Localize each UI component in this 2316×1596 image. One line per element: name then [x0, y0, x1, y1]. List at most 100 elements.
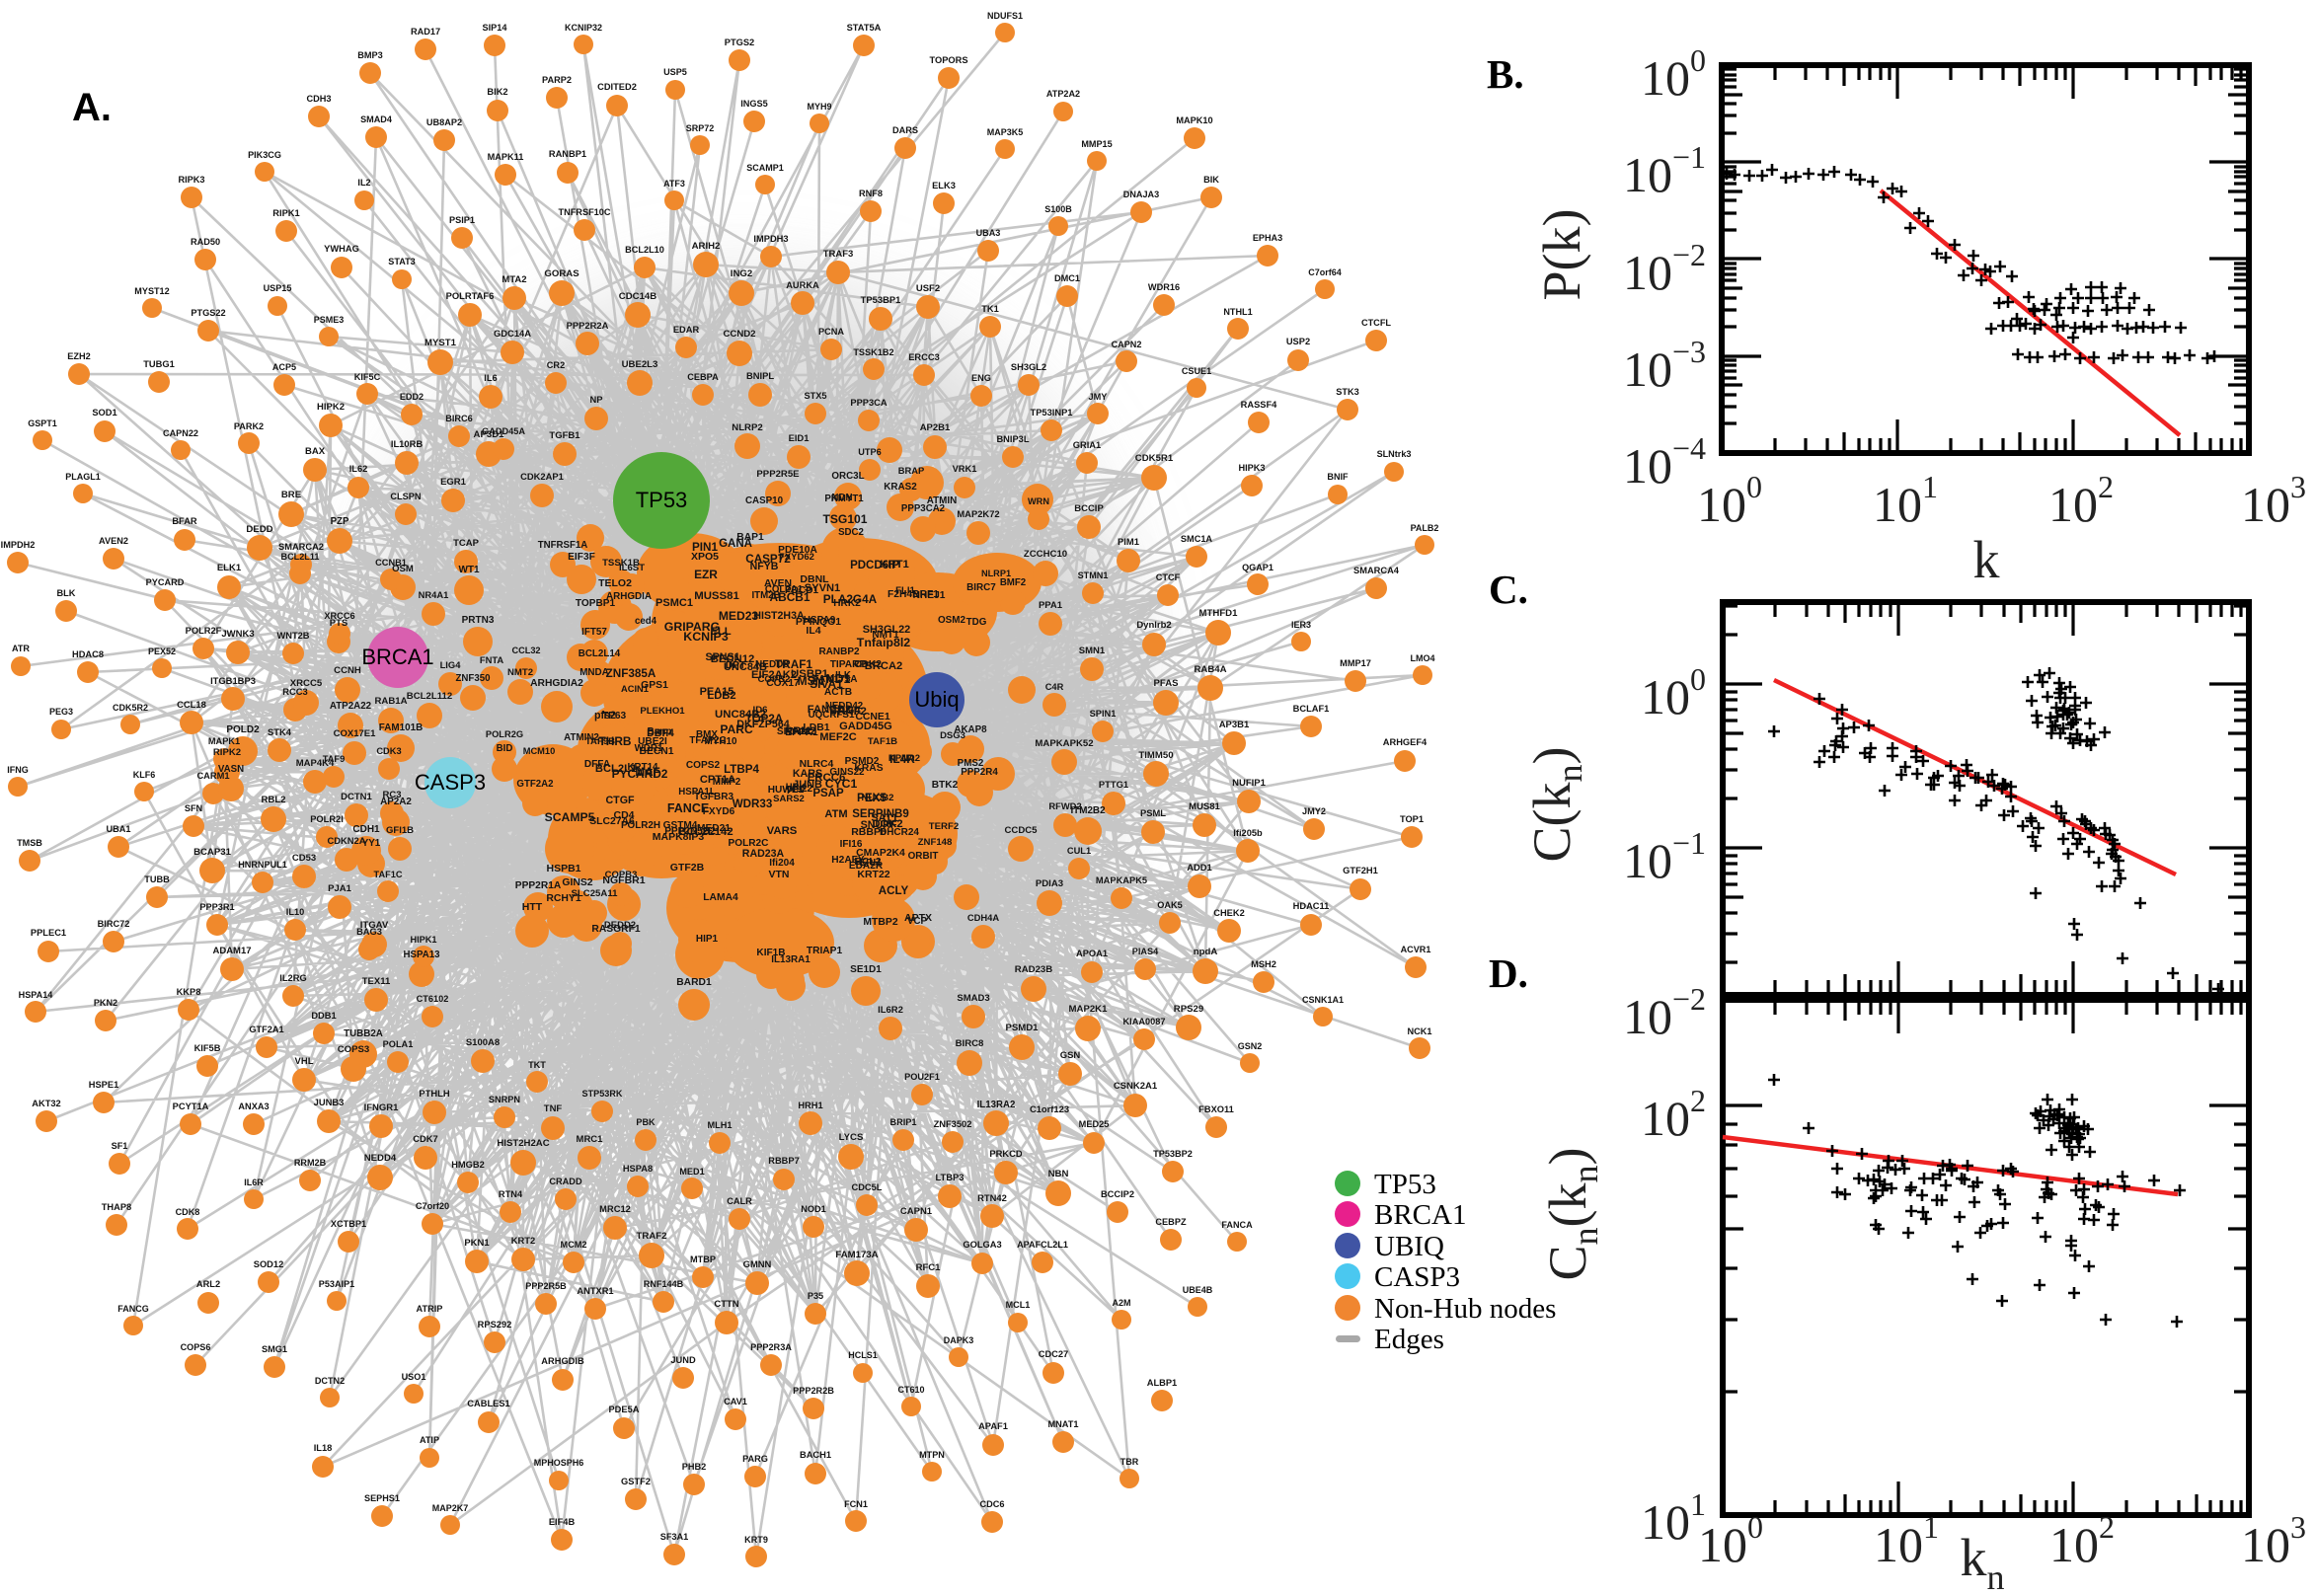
svg-text:CDC14B: CDC14B: [619, 291, 656, 302]
svg-text:XCTBP1: XCTBP1: [331, 1219, 366, 1229]
svg-text:HRH1: HRH1: [798, 1101, 822, 1110]
svg-text:AURKA: AURKA: [786, 280, 819, 290]
svg-text:OSM: OSM: [392, 564, 414, 574]
svg-text:CCNB1: CCNB1: [375, 558, 407, 568]
svg-text:ATP2A22: ATP2A22: [330, 701, 372, 712]
svg-text:IER3: IER3: [1291, 620, 1311, 630]
svg-text:TP53: TP53: [636, 488, 688, 512]
svg-text:ZNF148: ZNF148: [918, 837, 953, 848]
svg-text:MCL1: MCL1: [1006, 1300, 1031, 1310]
svg-text:HSPA1L: HSPA1L: [678, 787, 716, 798]
svg-text:BCCIP: BCCIP: [1074, 503, 1104, 514]
svg-text:MLH1: MLH1: [707, 1120, 732, 1130]
svg-text:B.: B.: [1487, 51, 1524, 97]
svg-text:DDB1: DDB1: [311, 1011, 336, 1021]
svg-text:10−4: 10−4: [1623, 430, 1706, 494]
svg-text:TOPBP1: TOPBP1: [576, 598, 616, 609]
svg-text:COX17E1: COX17E1: [334, 728, 376, 739]
svg-text:STP53RK: STP53RK: [582, 1089, 623, 1099]
svg-text:ATIP: ATIP: [420, 1435, 439, 1445]
svg-text:UBE2L3: UBE2L3: [622, 359, 658, 370]
svg-text:FLI1: FLI1: [895, 585, 915, 596]
svg-text:IFI16: IFI16: [840, 839, 863, 850]
svg-text:ARHGDIA2: ARHGDIA2: [530, 678, 583, 689]
svg-text:PEX52: PEX52: [148, 646, 176, 656]
svg-text:EZH2: EZH2: [67, 351, 91, 361]
svg-text:EPPK1: EPPK1: [785, 727, 818, 738]
svg-text:HIP1: HIP1: [696, 934, 719, 945]
svg-text:ERCC6: ERCC6: [808, 772, 846, 784]
svg-text:POLD2: POLD2: [226, 724, 260, 735]
svg-text:KCNIP3: KCNIP3: [683, 630, 729, 644]
svg-text:ATRIP: ATRIP: [417, 1304, 443, 1314]
svg-text:IL10RB: IL10RB: [391, 438, 424, 449]
svg-text:THAP8: THAP8: [102, 1202, 131, 1212]
svg-text:SH3GL2: SH3GL2: [1011, 362, 1046, 372]
svg-text:GSPT1: GSPT1: [28, 418, 57, 428]
svg-text:BAG3: BAG3: [356, 927, 382, 937]
svg-text:HMGB2: HMGB2: [451, 1160, 485, 1170]
svg-text:CYC1: CYC1: [825, 777, 858, 791]
svg-text:IFNGR1: IFNGR1: [364, 1102, 400, 1113]
svg-text:TP63: TP63: [602, 711, 627, 722]
svg-text:DCTN1: DCTN1: [341, 792, 372, 802]
svg-text:ING2: ING2: [731, 268, 752, 279]
svg-text:NEDD4: NEDD4: [364, 1153, 397, 1164]
svg-text:ZNF350: ZNF350: [456, 673, 491, 684]
svg-text:IL6ST: IL6ST: [619, 563, 645, 573]
svg-text:RANBP2: RANBP2: [818, 646, 860, 657]
svg-text:VTN: VTN: [769, 869, 790, 880]
svg-text:RRM2: RRM2: [785, 725, 816, 737]
svg-text:XPO5: XPO5: [691, 551, 719, 563]
svg-text:SOD1: SOD1: [92, 408, 116, 418]
svg-text:FAM101B: FAM101B: [379, 722, 423, 733]
svg-text:IL18: IL18: [314, 1443, 333, 1453]
svg-text:IL13RA1: IL13RA1: [771, 954, 811, 965]
svg-text:AP2B1: AP2B1: [920, 422, 951, 433]
svg-text:NHEJ1: NHEJ1: [913, 590, 946, 601]
svg-text:FXYD62: FXYD62: [779, 552, 814, 563]
svg-text:BFAR: BFAR: [172, 516, 197, 526]
svg-text:HTT: HTT: [522, 901, 543, 913]
svg-text:ARHGDIA: ARHGDIA: [606, 591, 652, 602]
svg-text:GINS22: GINS22: [829, 767, 865, 778]
svg-text:RAD23B: RAD23B: [1015, 964, 1052, 975]
svg-text:SMG1: SMG1: [262, 1344, 287, 1354]
svg-text:PCNA: PCNA: [818, 327, 844, 337]
svg-text:RFC1: RFC1: [916, 1262, 942, 1273]
svg-text:XRCC6: XRCC6: [324, 611, 354, 621]
svg-text:FANCE: FANCE: [667, 801, 709, 815]
svg-text:MAP3K5: MAP3K5: [987, 127, 1024, 137]
svg-text:PYCARD2: PYCARD2: [612, 767, 668, 781]
svg-text:HNRNPUL1: HNRNPUL1: [238, 860, 287, 870]
svg-text:AVEN2: AVEN2: [99, 536, 128, 546]
svg-text:SMARCA4: SMARCA4: [1353, 566, 1400, 575]
svg-text:ACLY: ACLY: [879, 884, 909, 897]
svg-text:CDH4A: CDH4A: [967, 912, 1000, 923]
svg-text:SDC2: SDC2: [838, 527, 864, 538]
svg-text:AP3D1: AP3D1: [474, 429, 505, 440]
svg-text:Ifi205b: Ifi205b: [1233, 828, 1263, 838]
svg-text:NP: NP: [589, 394, 602, 405]
svg-text:HIPK2: HIPK2: [317, 402, 345, 413]
svg-text:BAG4: BAG4: [829, 705, 861, 717]
svg-text:YY1: YY1: [362, 838, 381, 849]
svg-text:BIRC6: BIRC6: [445, 414, 473, 423]
svg-text:OAK5: OAK5: [1157, 900, 1183, 910]
svg-text:AKT32: AKT32: [32, 1099, 60, 1108]
svg-text:AP2A2: AP2A2: [380, 797, 412, 807]
svg-text:CARM1: CARM1: [196, 771, 229, 781]
svg-text:PPP2R5E: PPP2R5E: [756, 469, 800, 480]
svg-text:DMC1: DMC1: [1054, 273, 1080, 283]
svg-text:NGFBR1: NGFBR1: [602, 874, 645, 886]
svg-text:PYCARD: PYCARD: [146, 577, 185, 587]
svg-text:TUBB2A: TUBB2A: [344, 1028, 383, 1039]
svg-text:LTBP3: LTBP3: [936, 1172, 965, 1182]
svg-text:ITM2B: ITM2B: [751, 590, 780, 601]
svg-text:PTS: PTS: [330, 618, 347, 629]
svg-text:PJA1: PJA1: [328, 883, 351, 894]
svg-text:HUWE1: HUWE1: [768, 785, 805, 796]
svg-text:CCNH: CCNH: [334, 665, 361, 676]
svg-text:TUBB: TUBB: [144, 874, 170, 884]
svg-text:CAV1: CAV1: [724, 1397, 747, 1406]
